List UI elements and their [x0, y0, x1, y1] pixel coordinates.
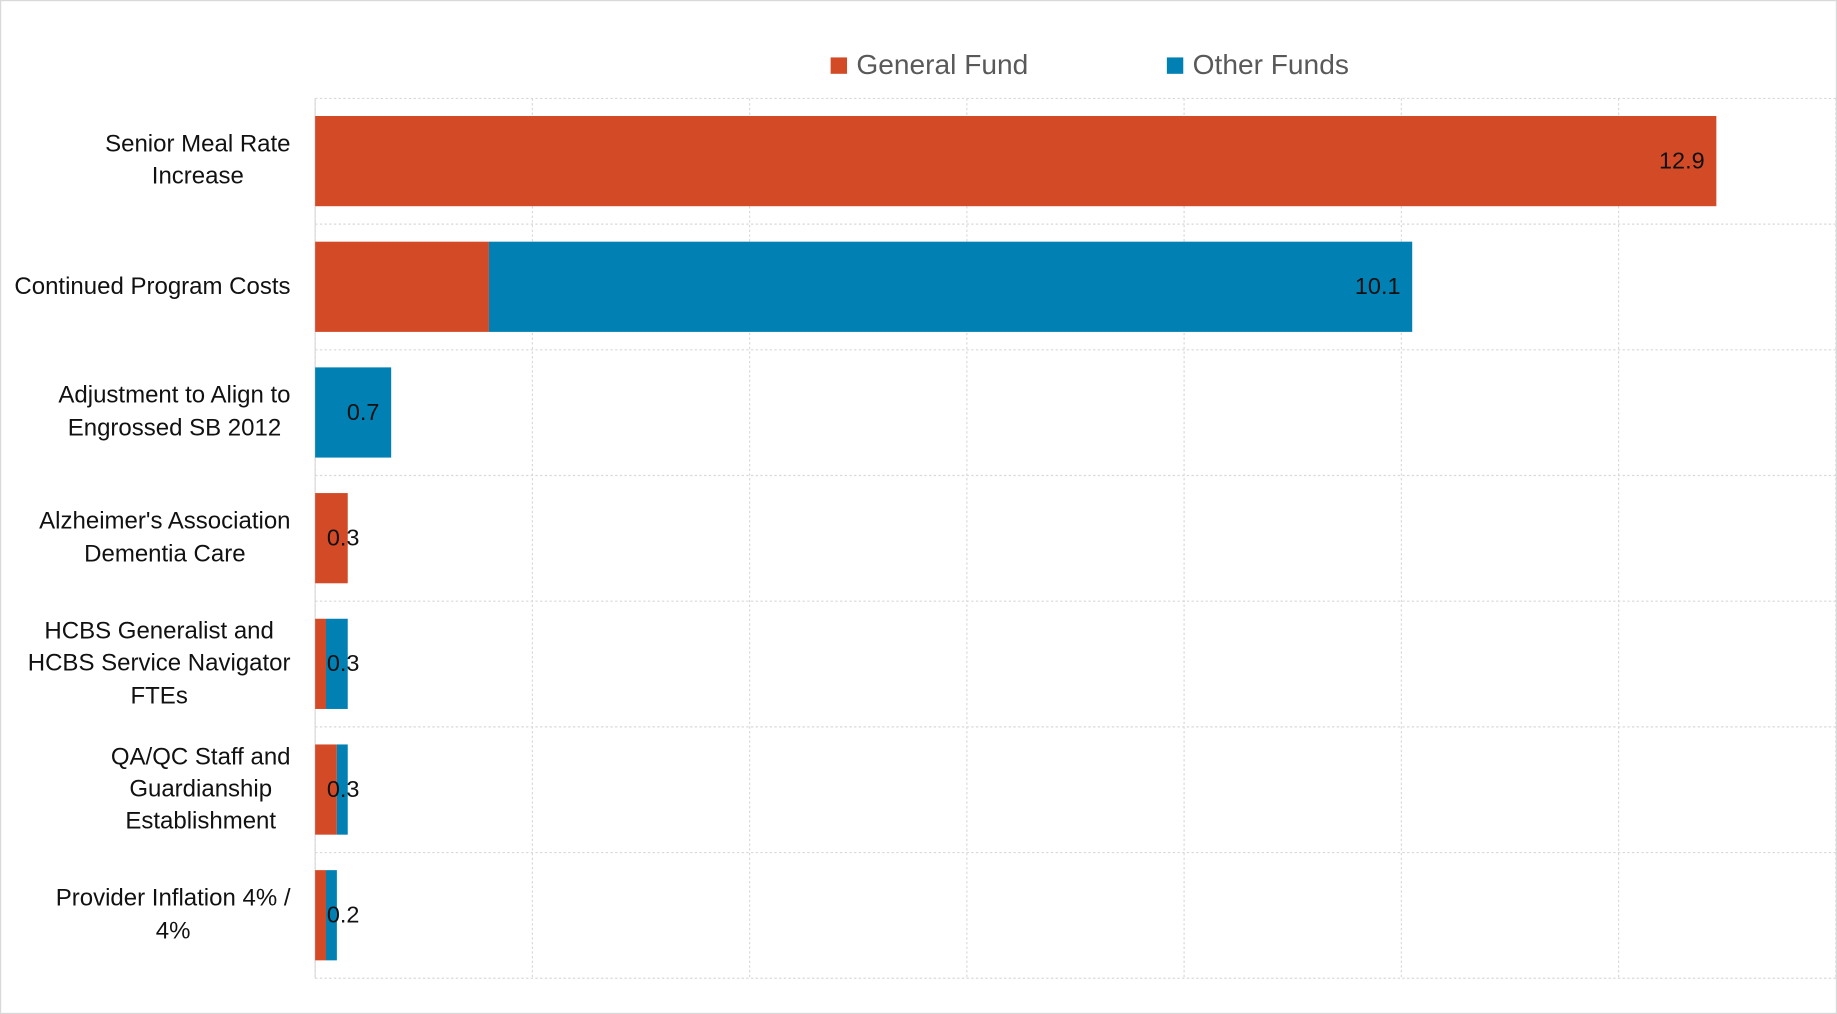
- bar-segment: [315, 115, 1717, 207]
- bar-segment: [488, 241, 1413, 332]
- total-label: 0.7: [347, 399, 380, 425]
- bar-segment: [336, 744, 348, 835]
- bar-segment: [315, 367, 392, 458]
- legend-swatch: [1166, 57, 1184, 74]
- bar-segment: [315, 493, 348, 584]
- category-label-box: Provider Inflation 4% / 4%: [0, 883, 291, 948]
- bar-segment: [315, 618, 327, 709]
- category-label-box: HCBS Generalist and HCBS Service Navigat…: [0, 615, 291, 712]
- total-label: 12.9: [1659, 147, 1705, 173]
- category-label: QA/QC Staff and Guardianship Establishme…: [110, 742, 291, 835]
- legend-label: General Fund: [856, 49, 1028, 80]
- total-label: 0.2: [327, 902, 360, 928]
- category-label: Senior Meal Rate Increase: [105, 130, 291, 191]
- category-label: Alzheimer's Association Dementia Care: [39, 507, 291, 568]
- category-label: Adjustment to Align to Engrossed SB 2012: [58, 382, 291, 442]
- total-label: 0.3: [327, 650, 360, 676]
- total-label: 0.3: [327, 525, 360, 551]
- bar-segment: [315, 241, 489, 332]
- category-label: Provider Inflation 4% / 4%: [55, 884, 291, 945]
- category-label: HCBS Generalist and HCBS Service Navigat…: [27, 617, 291, 710]
- bar-segment: [315, 870, 327, 961]
- category-label-box: Adjustment to Align to Engrossed SB 2012: [0, 380, 291, 445]
- category-label-box: Continued Program Costs: [0, 271, 291, 303]
- bar-segment: [315, 744, 337, 835]
- category-label-box: Senior Meal Rate Increase: [0, 129, 291, 194]
- total-label: 0.3: [327, 776, 360, 802]
- legend-swatch: [830, 57, 848, 74]
- category-label-box: QA/QC Staff and Guardianship Establishme…: [0, 741, 291, 838]
- category-label: Continued Program Costs: [14, 272, 291, 300]
- bar-segment: [326, 618, 348, 709]
- category-label-box: Alzheimer's Association Dementia Care: [0, 506, 291, 571]
- total-label: 10.1: [1355, 273, 1401, 299]
- legend-label: Other Funds: [1193, 49, 1349, 80]
- bar-segment: [326, 870, 337, 961]
